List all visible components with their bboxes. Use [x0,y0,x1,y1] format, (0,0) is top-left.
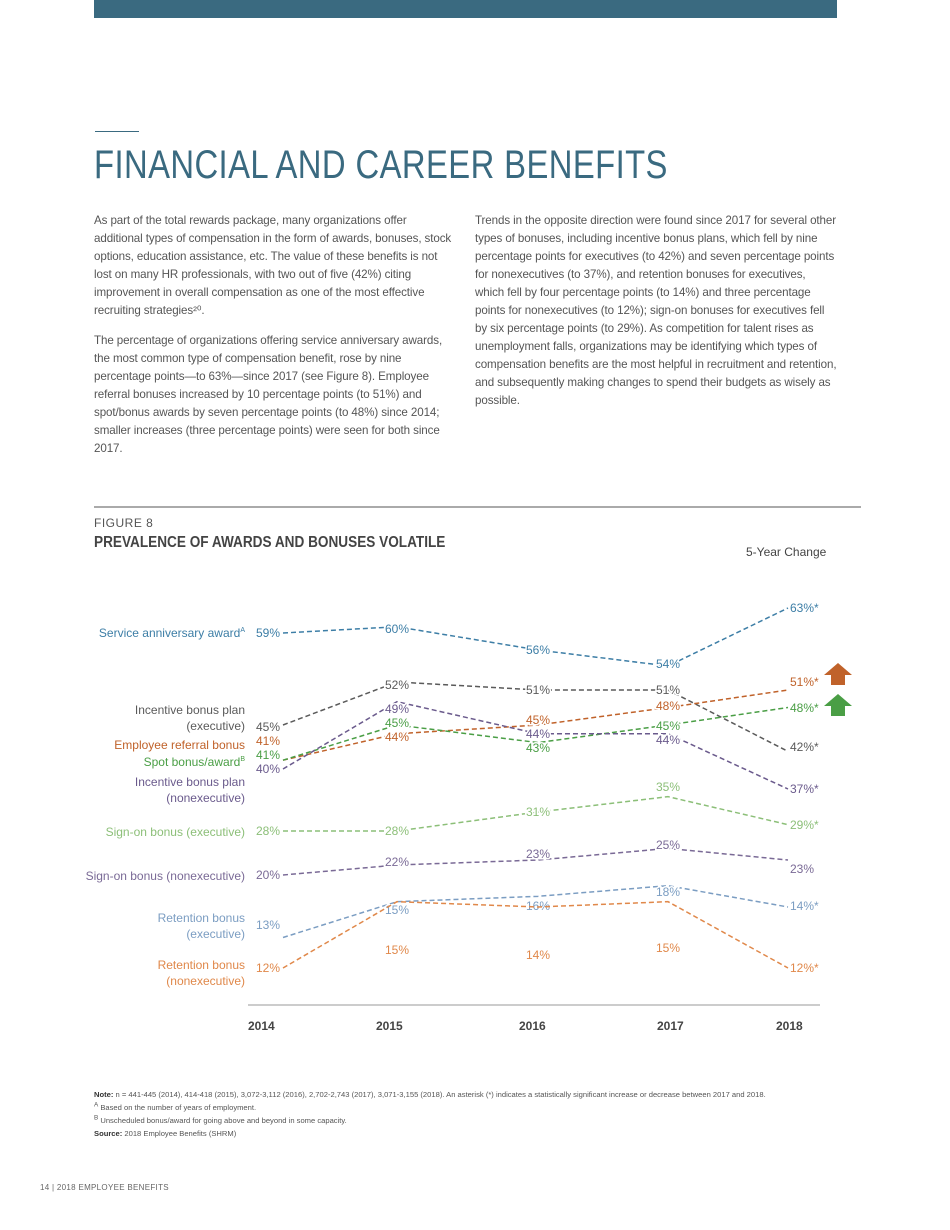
arrow-up-icon [824,663,852,685]
note-label: Note: [94,1090,114,1099]
data-label: 25% [656,838,680,852]
x-tick-label: 2014 [248,1019,275,1033]
x-tick-label: 2018 [776,1019,803,1033]
data-label: 40% [256,762,280,776]
series-line [282,706,789,761]
data-label: 12% [256,961,280,975]
data-label: 23% [526,847,550,861]
data-label: 18% [656,885,680,899]
data-label: 59% [256,626,280,640]
data-label: 13% [256,918,280,932]
data-label: 22% [385,855,409,869]
x-tick-label: 2016 [519,1019,546,1033]
paragraph: As part of the total rewards package, ma… [94,214,452,317]
data-label: 48% [656,699,680,713]
note-text: n = 441-445 (2014), 414-418 (2015), 3,07… [113,1090,766,1099]
page-title: FINANCIAL AND CAREER BENEFITS [94,143,668,187]
series-label: Spot bonus/awardB [143,755,245,769]
data-label: 60% [385,622,409,636]
series-label: Service anniversary awardA [98,626,245,640]
data-label: 56% [526,643,550,657]
left-column: As part of the total rewards package, ma… [94,212,456,470]
series-line [282,689,789,761]
series-line [282,847,789,876]
series-line [282,884,789,939]
series-line [283,795,789,832]
data-label: 51%* [790,675,819,689]
figure-notes: Note: n = 441-445 (2014), 414-418 (2015)… [94,1088,854,1140]
series-label: Sign-on bonus (nonexecutive) [85,869,245,883]
series-line [282,681,789,753]
figure-divider [94,506,861,508]
x-tick-label: 2015 [376,1019,403,1033]
data-label: 41% [256,748,280,762]
data-label: 44% [385,730,409,744]
data-label: 45% [656,719,680,733]
series-label: Sign-on bonus (executive) [105,825,245,839]
data-label: 44% [526,727,550,741]
data-label: 48%* [790,701,819,715]
series-line [282,700,789,790]
footnote-a: Based on the number of years of employme… [98,1103,257,1112]
data-label: 14% [526,948,550,962]
data-label: 45% [256,720,280,734]
data-label: 35% [656,780,680,794]
source-text: 2018 Employee Benefits (SHRM) [122,1129,237,1138]
data-label: 37%* [790,782,819,796]
series-label: Incentive bonus plan (executive) [134,703,245,733]
paragraph: Trends in the opposite direction were fo… [475,214,837,407]
series-label: Incentive bonus plan (nonexecutive) [134,775,245,805]
data-label: 42%* [790,740,819,754]
five-year-change-header: 5-Year Change [746,545,827,559]
data-label: 41% [256,734,280,748]
series-line [282,900,789,969]
figure-title: PREVALENCE OF AWARDS AND BONUSES VOLATIL… [94,534,446,551]
data-label: 51% [656,683,680,697]
data-label: 49% [385,702,409,716]
data-label: 16% [526,899,550,913]
data-label: 15% [385,943,409,957]
top-banner [94,0,837,18]
right-column: Trends in the opposite direction were fo… [475,212,837,422]
data-label: 20% [256,868,280,882]
title-rule [95,131,139,132]
data-label: 23% [790,862,814,876]
data-label: 15% [385,903,409,917]
data-label: 51% [526,683,550,697]
data-label: 44% [656,733,680,747]
footnote-b-mark: B [94,1114,99,1122]
data-label: 31% [526,805,550,819]
series-label: Employee referral bonus [114,738,245,752]
data-label: 45% [526,713,550,727]
x-tick-label: 2017 [657,1019,684,1033]
footnote-b: Unscheduled bonus/award for going above … [98,1116,347,1125]
series-line [282,607,789,667]
data-label: 15% [656,941,680,955]
figure-label: FIGURE 8 [94,516,154,530]
data-label: 12%* [790,961,819,975]
source-label: Source: [94,1129,123,1138]
data-label: 14%* [790,899,819,913]
series-label: Retention bonus (executive) [157,911,245,941]
paragraph: The percentage of organizations offering… [94,334,443,455]
series-label: Retention bonus (nonexecutive) [157,958,245,988]
data-label: 28% [256,824,280,838]
data-label: 45% [385,716,409,730]
data-label: 29%* [790,818,819,832]
footnote-a-mark: A [94,1101,99,1109]
page-footer: 14 | 2018 EMPLOYEE BENEFITS [40,1183,169,1192]
data-label: 28% [385,824,409,838]
data-label: 52% [385,678,409,692]
data-label: 63%* [790,601,819,615]
arrow-up-icon [824,694,852,716]
data-label: 43% [526,741,550,755]
data-label: 54% [656,657,680,671]
